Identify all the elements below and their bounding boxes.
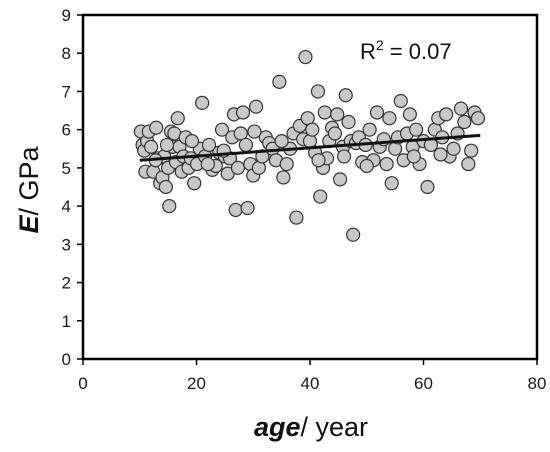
y-axis-unit: / GPa xyxy=(14,145,44,215)
data-point xyxy=(240,200,255,216)
data-point xyxy=(311,153,326,168)
x-axis-ticks: 0 20 40 60 80 xyxy=(78,359,546,393)
data-point xyxy=(162,199,177,214)
trendline xyxy=(139,133,481,162)
data-point xyxy=(330,107,345,122)
data-point xyxy=(159,137,175,153)
data-point xyxy=(346,227,361,242)
data-point xyxy=(446,141,461,156)
data-point xyxy=(332,172,348,187)
data-point xyxy=(338,88,353,103)
data-point xyxy=(170,111,185,126)
data-point xyxy=(276,170,291,185)
data-point xyxy=(228,202,243,218)
data-point xyxy=(158,179,173,195)
data-point xyxy=(298,49,313,65)
x-tick-label: 60 xyxy=(414,374,433,393)
data-point xyxy=(279,156,294,172)
y-tick-label: 3 xyxy=(62,235,71,254)
x-axis-title: age/ year xyxy=(254,412,368,442)
y-tick-label: 9 xyxy=(62,6,71,25)
data-point xyxy=(305,122,320,137)
data-point xyxy=(406,149,421,164)
data-point xyxy=(247,124,262,139)
y-tick-label: 7 xyxy=(62,82,71,101)
data-point xyxy=(362,122,377,137)
data-point xyxy=(420,179,435,195)
x-tick-label: 40 xyxy=(301,374,320,393)
data-point xyxy=(384,176,399,191)
data-point xyxy=(402,107,417,122)
y-axis-title: E/ GPa xyxy=(14,145,44,233)
data-point xyxy=(393,93,408,109)
data-point xyxy=(238,137,253,153)
data-point xyxy=(464,143,479,158)
x-axis-unit: / year xyxy=(301,412,369,442)
y-tick-label: 2 xyxy=(62,274,71,293)
data-point xyxy=(327,126,343,141)
r-squared-prefix: R xyxy=(360,39,376,64)
data-point xyxy=(230,160,246,175)
x-tick-label: 20 xyxy=(187,374,206,393)
y-tick-label: 1 xyxy=(62,312,71,331)
r-squared-suffix: = 0.07 xyxy=(384,39,452,64)
r-squared-superscript: 2 xyxy=(376,37,384,53)
data-point xyxy=(184,134,200,149)
data-point xyxy=(461,156,476,172)
x-tick-label: 0 xyxy=(78,374,87,393)
data-point xyxy=(409,122,424,137)
data-point xyxy=(341,114,356,130)
data-point xyxy=(272,74,287,89)
data-point xyxy=(310,84,326,99)
data-point xyxy=(359,158,374,174)
data-point xyxy=(453,101,469,116)
r-squared-annotation: R2 = 0.07 xyxy=(360,37,452,64)
y-tick-label: 6 xyxy=(62,121,71,140)
data-point xyxy=(248,99,264,114)
data-point xyxy=(195,95,210,111)
data-point xyxy=(379,156,394,172)
data-point xyxy=(289,210,304,225)
data-point xyxy=(382,111,397,126)
data-point xyxy=(235,105,251,120)
data-point xyxy=(274,134,289,149)
y-tick-label: 8 xyxy=(62,44,71,63)
data-point xyxy=(149,120,164,135)
data-point xyxy=(336,149,352,164)
data-point xyxy=(233,126,248,141)
x-axis-variable: age xyxy=(254,412,301,442)
data-point xyxy=(439,107,454,122)
data-point xyxy=(457,114,472,130)
data-point xyxy=(470,111,486,126)
plot-area-frame xyxy=(81,13,539,361)
data-point xyxy=(388,141,403,156)
x-tick-label: 80 xyxy=(528,374,547,393)
data-point xyxy=(369,105,385,120)
data-point xyxy=(433,147,448,162)
y-tick-label: 5 xyxy=(62,159,71,178)
data-point xyxy=(144,139,159,154)
y-axis-ticks: 0 1 2 3 4 5 6 7 8 9 xyxy=(62,6,83,369)
data-point xyxy=(313,189,328,204)
data-point xyxy=(201,137,217,153)
data-point xyxy=(200,156,215,172)
y-tick-label: 0 xyxy=(62,350,71,369)
y-axis-variable: E xyxy=(14,215,44,234)
data-point xyxy=(187,176,202,191)
data-point xyxy=(214,122,230,137)
data-point xyxy=(317,105,332,120)
y-tick-label: 4 xyxy=(62,197,71,216)
